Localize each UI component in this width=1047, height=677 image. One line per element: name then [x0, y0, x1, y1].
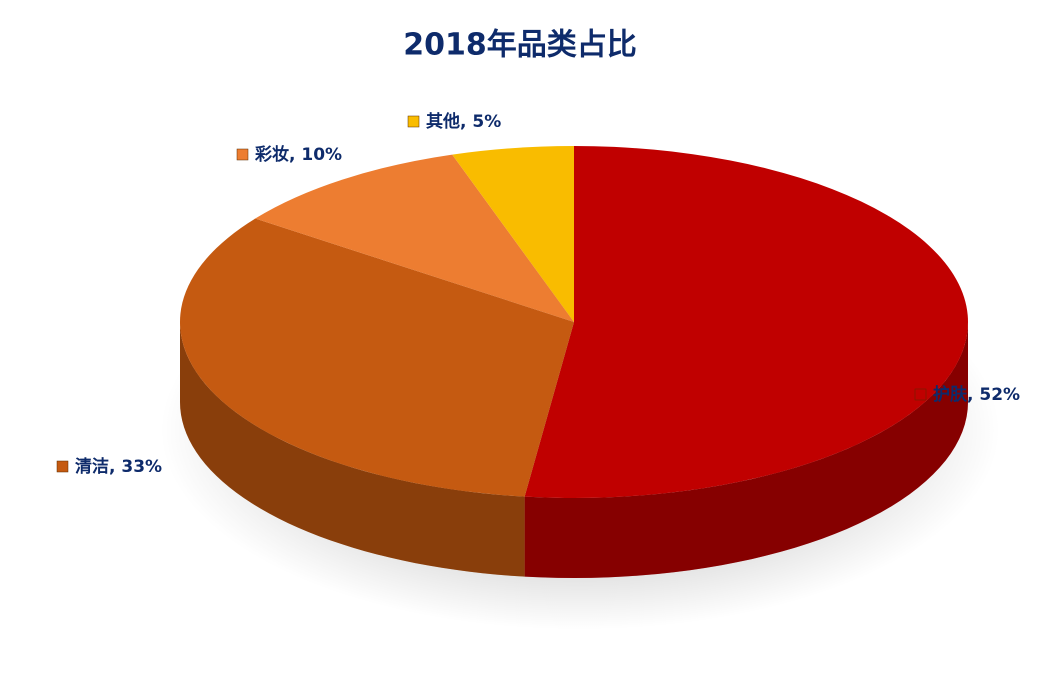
legend-marker: [914, 388, 927, 401]
slice: [524, 146, 968, 498]
legend-marker: [236, 148, 249, 161]
slice: [179, 218, 574, 497]
legend-marker: [407, 115, 420, 128]
slice: [452, 146, 574, 322]
slice-side: [524, 322, 968, 578]
slice-side: [180, 322, 525, 577]
data-label: 清洁, 33%: [75, 456, 162, 477]
data-label: 其他, 5%: [426, 111, 501, 132]
chart-title: 2018年品类占比: [403, 28, 637, 63]
legend-marker: [56, 460, 69, 473]
slice-side-shade: [180, 322, 525, 577]
slice: [255, 154, 574, 322]
slice-side-shade: [524, 322, 968, 578]
data-label: 护肤, 52%: [933, 384, 1020, 405]
data-label: 彩妆, 10%: [254, 144, 342, 165]
